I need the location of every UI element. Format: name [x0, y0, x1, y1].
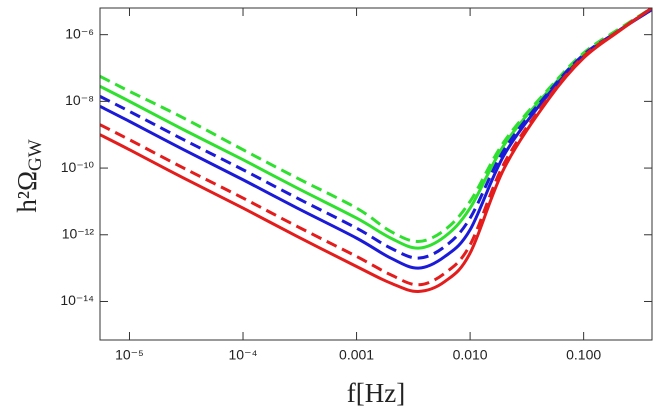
curve [100, 8, 652, 293]
curve [100, 8, 652, 287]
y-axis-label-sub: GW [25, 139, 46, 171]
x-tick-label: 0.100 [566, 347, 601, 363]
x-tick-label: 0.010 [453, 347, 488, 363]
curve [100, 8, 652, 250]
y-tick-label: 10⁻¹⁰ [61, 159, 95, 175]
y-axis-label-main: h²Ω [12, 171, 42, 213]
plot-frame [99, 7, 653, 341]
curve [100, 8, 652, 260]
plot-area [100, 8, 652, 293]
curve [100, 8, 652, 270]
x-tick-label: 10⁻⁵ [115, 347, 144, 363]
x-axis-label: f[Hz] [347, 378, 405, 408]
x-tick-label: 10⁻⁴ [229, 347, 258, 363]
x-tick-label: 0.001 [339, 347, 374, 363]
y-tick-label: 10⁻¹⁴ [60, 292, 94, 308]
y-tick-label: 10⁻⁶ [65, 25, 94, 41]
y-tick-label: 10⁻¹² [62, 225, 95, 241]
y-axis-label: h²ΩGW [12, 139, 46, 212]
y-tick-label: 10⁻⁸ [65, 92, 94, 108]
curve [100, 8, 652, 243]
